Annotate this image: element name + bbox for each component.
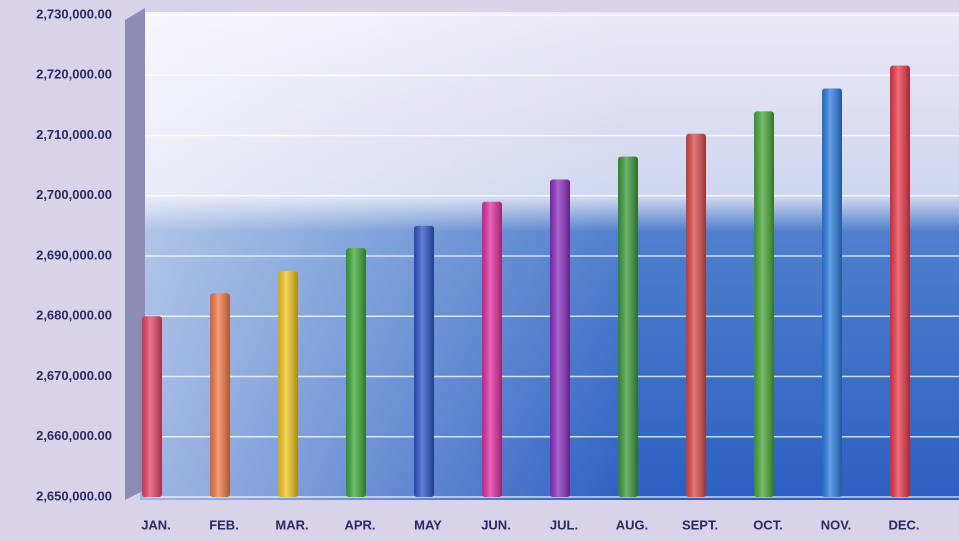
x-tick-label: JUL. (550, 517, 578, 532)
bar-shine (346, 248, 366, 497)
bar-shine (754, 111, 774, 497)
bar-shine (890, 66, 910, 497)
x-tick-label: OCT. (753, 517, 783, 532)
bar-shine (618, 157, 638, 497)
x-tick-label: MAR. (275, 517, 308, 532)
x-tick-label: JUN. (481, 517, 511, 532)
y-tick-label: 2,710,000.00 (36, 127, 112, 142)
bar-shine (550, 179, 570, 497)
bar-shine (822, 89, 842, 497)
bar-shine (278, 271, 298, 497)
x-tick-label: DEC. (888, 517, 919, 532)
x-tick-label: SEPT. (682, 517, 718, 532)
bar-shine (210, 293, 230, 497)
x-tick-label: APR. (344, 517, 375, 532)
x-tick-label: AUG. (616, 517, 649, 532)
x-tick-label: MAY (414, 517, 442, 532)
chart: 2,650,000.00 2,660,000.00 2,670,000.00 2,68… (0, 0, 959, 541)
x-tick-label: FEB. (209, 517, 239, 532)
bar-shine (414, 226, 434, 497)
y-tick-label: 2,700,000.00 (36, 187, 112, 202)
y-tick-label: 2,670,000.00 (36, 368, 112, 383)
y-tick-label: 2,690,000.00 (36, 247, 112, 262)
y-tick-label: 2,680,000.00 (36, 308, 112, 323)
y-tick-label: 2,650,000.00 (36, 488, 112, 503)
x-tick-label: NOV. (821, 517, 852, 532)
bar-shine (686, 134, 706, 497)
bar-shine (142, 316, 162, 497)
y-tick-label: 2,660,000.00 (36, 428, 112, 443)
y-tick-label: 2,720,000.00 (36, 67, 112, 82)
y-tick-label: 2,730,000.00 (36, 6, 112, 21)
x-tick-label: JAN. (141, 517, 171, 532)
bar-shine (482, 202, 502, 497)
